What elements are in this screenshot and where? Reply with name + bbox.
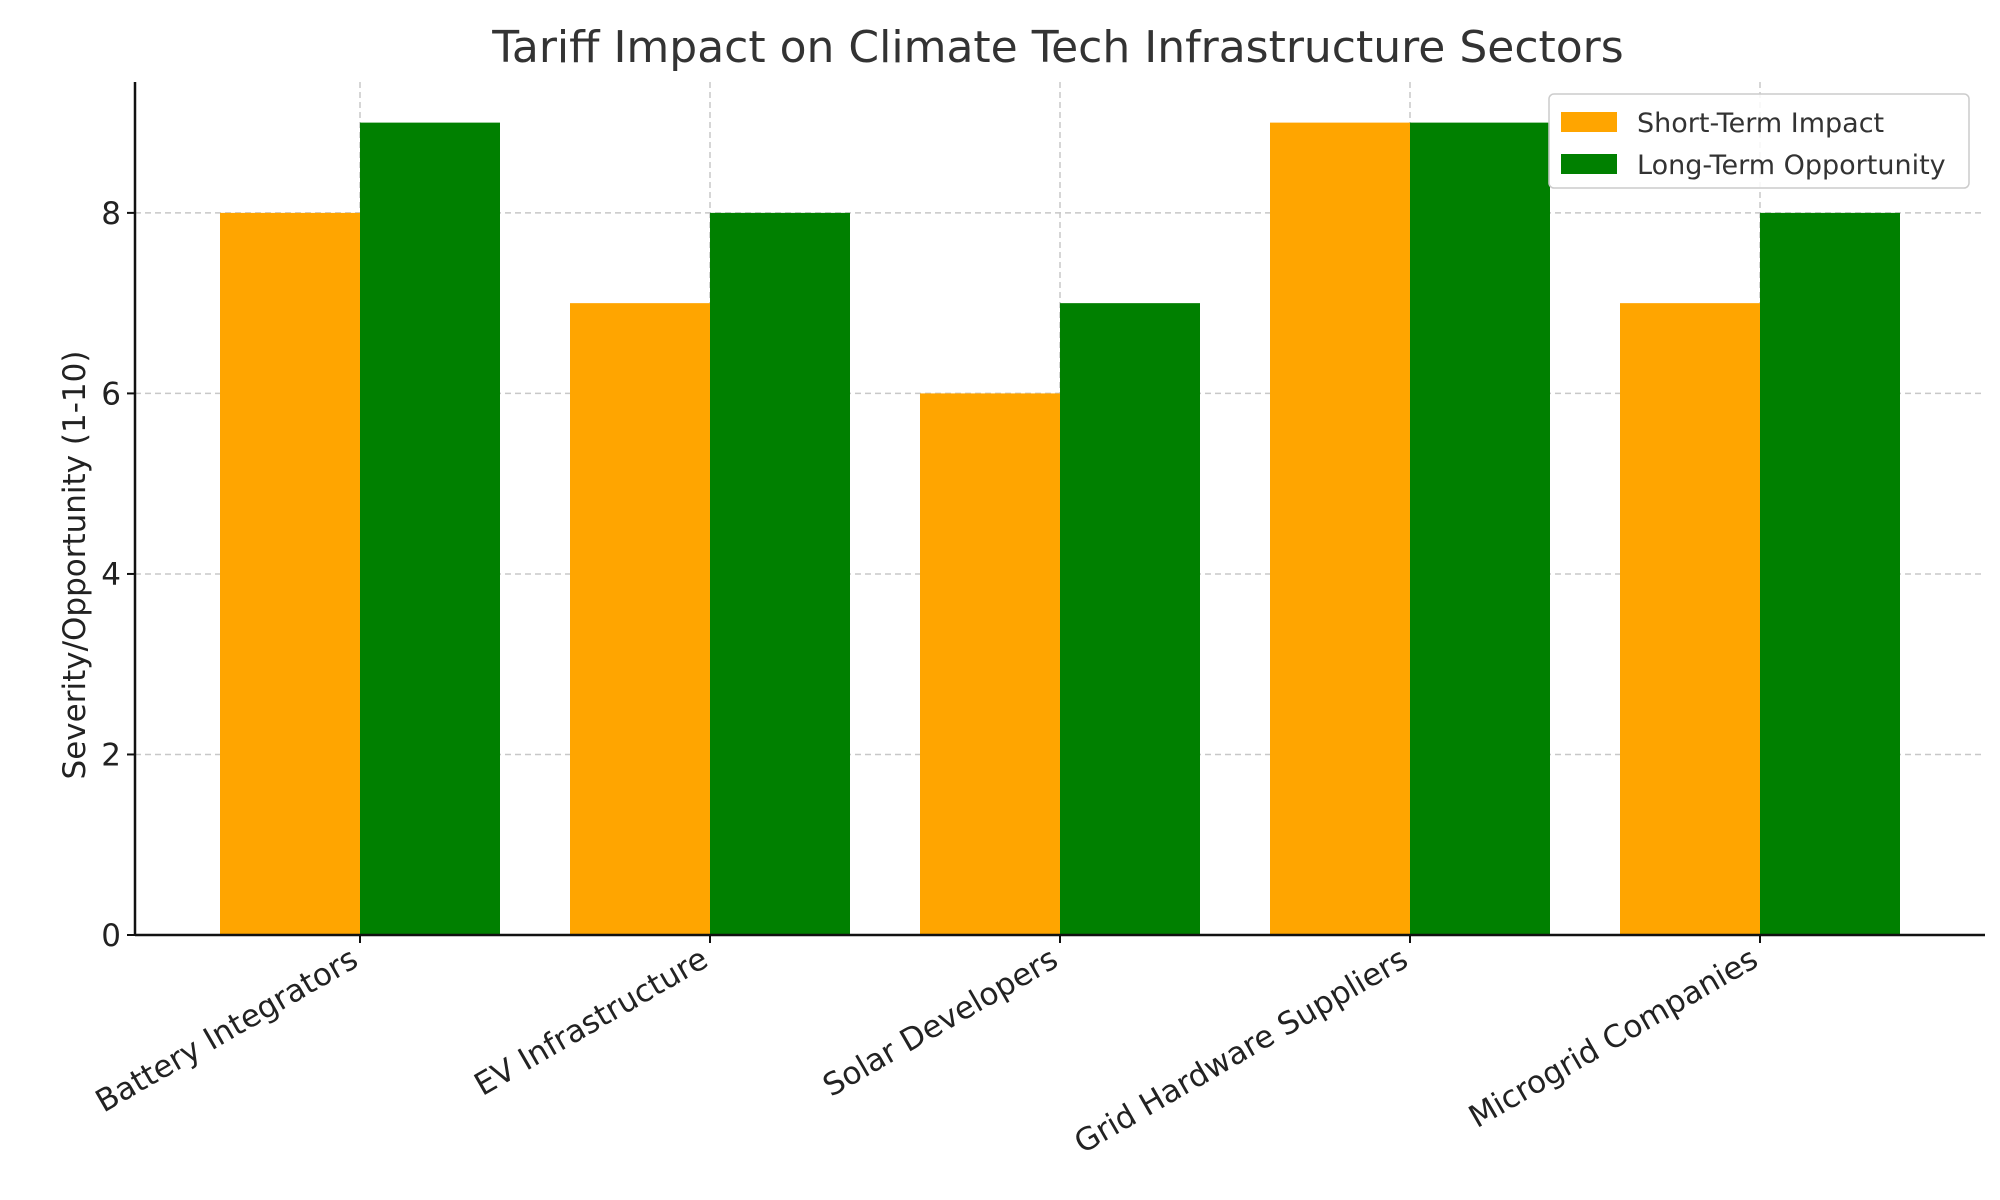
bar-long-term-1: [710, 212, 850, 935]
x-tick-label: Grid Hardware Suppliers: [1068, 941, 1414, 1161]
bar-short-term-1: [570, 303, 710, 935]
x-tick-label: Microgrid Companies: [1463, 941, 1764, 1136]
bar-short-term-3: [1270, 122, 1410, 936]
y-tick-label: 6: [101, 376, 121, 412]
bar-long-term-2: [1060, 303, 1200, 935]
y-tick-label: 8: [101, 196, 121, 232]
bar-short-term-0: [220, 212, 360, 935]
x-tick-label: EV Infrastructure: [468, 941, 714, 1104]
legend-label: Long-Term Opportunity: [1637, 150, 1946, 181]
bar-short-term-2: [920, 393, 1060, 935]
x-axis-ticks: Battery Integrators EV Infrastructure Sola…: [90, 935, 1764, 1161]
bars: [220, 122, 1900, 936]
y-axis-label: Severity/Opportunity (1-10): [57, 351, 93, 780]
bar-long-term-4: [1760, 212, 1900, 935]
bar-short-term-4: [1620, 303, 1760, 935]
legend-swatch: [1561, 112, 1617, 132]
bar-long-term-3: [1410, 122, 1550, 936]
legend: Short-Term Impact Long-Term Opportunity: [1548, 93, 1970, 189]
x-tick-label: Battery Integrators: [90, 941, 364, 1120]
y-tick-label: 0: [101, 918, 121, 954]
legend-swatch: [1561, 154, 1617, 174]
y-axis-ticks: 0 2 4 6 8: [101, 196, 135, 954]
x-tick-label: Solar Developers: [817, 941, 1064, 1104]
legend-label: Short-Term Impact: [1637, 108, 1884, 139]
y-tick-label: 2: [101, 737, 121, 773]
bar-long-term-0: [360, 122, 500, 936]
legend-box: [1548, 93, 1970, 189]
chart-title: Tariff Impact on Climate Tech Infrastruc…: [491, 22, 1623, 73]
y-tick-label: 4: [101, 557, 121, 593]
